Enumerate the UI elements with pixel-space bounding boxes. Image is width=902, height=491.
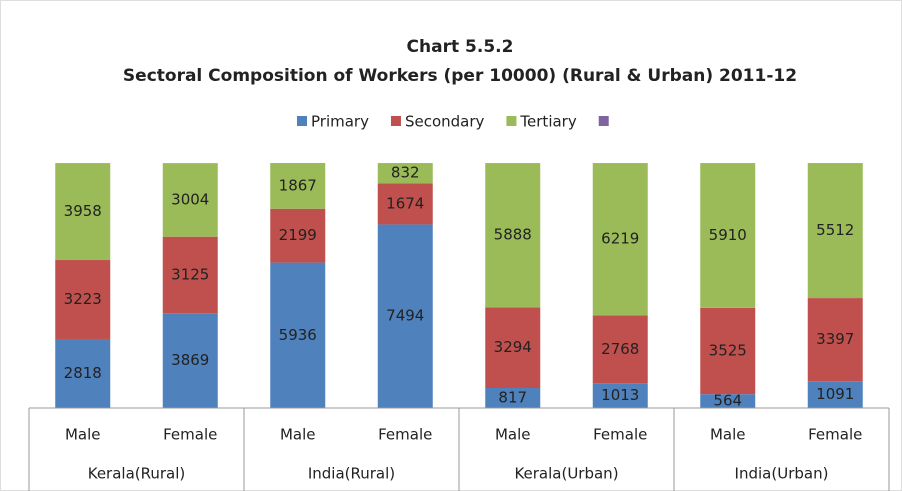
group-label: India(Rural) (308, 465, 395, 483)
legend-swatch (391, 116, 401, 126)
data-label: 1091 (816, 385, 854, 403)
x-tick-label: Male (280, 426, 316, 444)
data-label: 564 (713, 392, 742, 410)
data-label: 3294 (494, 338, 532, 356)
x-tick-label: Female (593, 426, 647, 444)
x-tick-label: Male (710, 426, 746, 444)
chart-title: Chart 5.5.2 (407, 37, 514, 57)
group-label: Kerala(Rural) (88, 465, 186, 483)
legend-label: Secondary (405, 113, 485, 131)
data-label: 817 (498, 388, 527, 406)
data-label: 3223 (64, 290, 102, 308)
data-label: 5512 (816, 221, 854, 239)
data-label: 7494 (386, 307, 424, 325)
x-tick-label: Female (163, 426, 217, 444)
group-label: Kerala(Urban) (514, 465, 618, 483)
data-label: 1013 (601, 386, 639, 404)
data-label: 5888 (494, 226, 532, 244)
legend-label: Tertiary (519, 113, 576, 131)
data-label: 3397 (816, 330, 854, 348)
data-label: 2199 (279, 226, 317, 244)
data-label: 832 (391, 164, 420, 182)
data-label: 2818 (64, 364, 102, 382)
data-label: 5936 (279, 326, 317, 344)
data-label: 3125 (171, 265, 209, 283)
data-label: 5910 (709, 226, 747, 244)
group-label: India(Urban) (735, 465, 829, 483)
data-label: 6219 (601, 230, 639, 248)
chart-subtitle: Sectoral Composition of Workers (per 100… (123, 66, 797, 86)
legend-swatch (297, 116, 307, 126)
legend-swatch (599, 116, 609, 126)
data-label: 3869 (171, 351, 209, 369)
data-label: 3958 (64, 202, 102, 220)
legend-label: Primary (311, 113, 369, 131)
x-tick-label: Female (808, 426, 862, 444)
x-tick-label: Male (495, 426, 531, 444)
data-label: 3525 (709, 342, 747, 360)
chart: Chart 5.5.2 Sectoral Composition of Work… (0, 0, 902, 491)
x-tick-label: Female (378, 426, 432, 444)
data-label: 3004 (171, 190, 209, 208)
data-label: 2768 (601, 340, 639, 358)
data-label: 1674 (386, 194, 424, 212)
data-label: 1867 (279, 176, 317, 194)
legend-swatch (506, 116, 516, 126)
x-tick-label: Male (65, 426, 101, 444)
